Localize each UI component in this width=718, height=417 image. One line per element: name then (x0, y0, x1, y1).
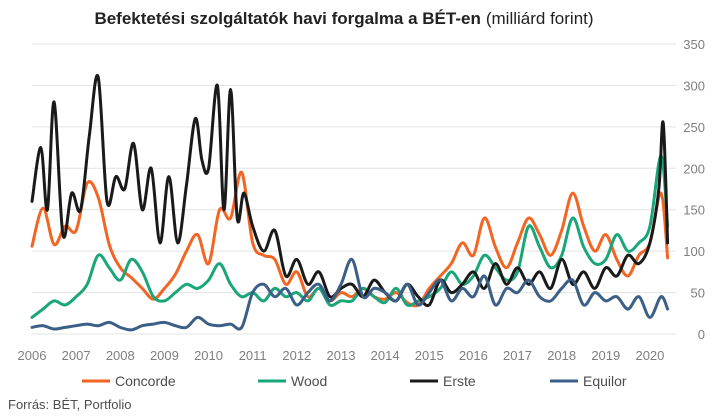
legend-label: Erste (443, 373, 476, 389)
x-axis-ticks: 2006 2007 2008 2009 2010 2011 2012 2013 2014 2015… (18, 348, 665, 363)
x-tick-label: 2008 (106, 348, 135, 363)
legend-item-erste: Erste (410, 373, 476, 389)
series-lines (30, 73, 670, 332)
x-tick-label: 2007 (62, 348, 91, 363)
chart-title-bold: Befektetési szolgáltatók havi forgalma a… (94, 9, 480, 28)
legend-label: Concorde (115, 373, 176, 389)
chart-title-unit: (milliárd forint) (486, 9, 594, 28)
x-tick-label: 2014 (371, 348, 400, 363)
legend-label: Equilor (583, 373, 627, 389)
y-tick-label: 350 (683, 37, 705, 52)
y-tick-label: 150 (683, 203, 705, 218)
y-tick-label: 50 (691, 286, 705, 301)
legend-item-wood: Wood (258, 373, 327, 389)
x-tick-label: 2015 (415, 348, 444, 363)
legend-label: Wood (291, 373, 327, 389)
legend-item-equilor: Equilor (550, 373, 627, 389)
y-tick-label: 0 (698, 327, 705, 342)
y-tick-label: 250 (683, 120, 705, 135)
series-line-wood (30, 154, 670, 319)
series-line-concorde (30, 170, 670, 308)
series-line-equilor (30, 257, 670, 332)
chart-title: Befektetési szolgáltatók havi forgalma a… (94, 9, 593, 28)
legend: Concorde Wood Erste Equilor (82, 373, 627, 389)
x-tick-label: 2006 (18, 348, 47, 363)
source-note: Forrás: BÉT, Portfolio (8, 397, 132, 412)
grid (32, 43, 676, 335)
x-tick-label: 2009 (150, 348, 179, 363)
x-tick-label: 2017 (503, 348, 532, 363)
x-tick-label: 2012 (282, 348, 311, 363)
x-tick-label: 2010 (194, 348, 223, 363)
y-tick-label: 100 (683, 244, 705, 259)
y-tick-label: 200 (683, 161, 705, 176)
y-axis-ticks: 0 50 100 150 200 250 300 350 (683, 37, 705, 342)
y-tick-label: 300 (683, 78, 705, 93)
x-tick-label: 2020 (635, 348, 664, 363)
x-tick-label: 2016 (459, 348, 488, 363)
legend-item-concorde: Concorde (82, 373, 176, 389)
series-line-erste (30, 73, 670, 308)
x-tick-label: 2019 (591, 348, 620, 363)
x-tick-label: 2011 (239, 348, 267, 363)
x-tick-label: 2018 (547, 348, 576, 363)
x-tick-label: 2013 (327, 348, 356, 363)
